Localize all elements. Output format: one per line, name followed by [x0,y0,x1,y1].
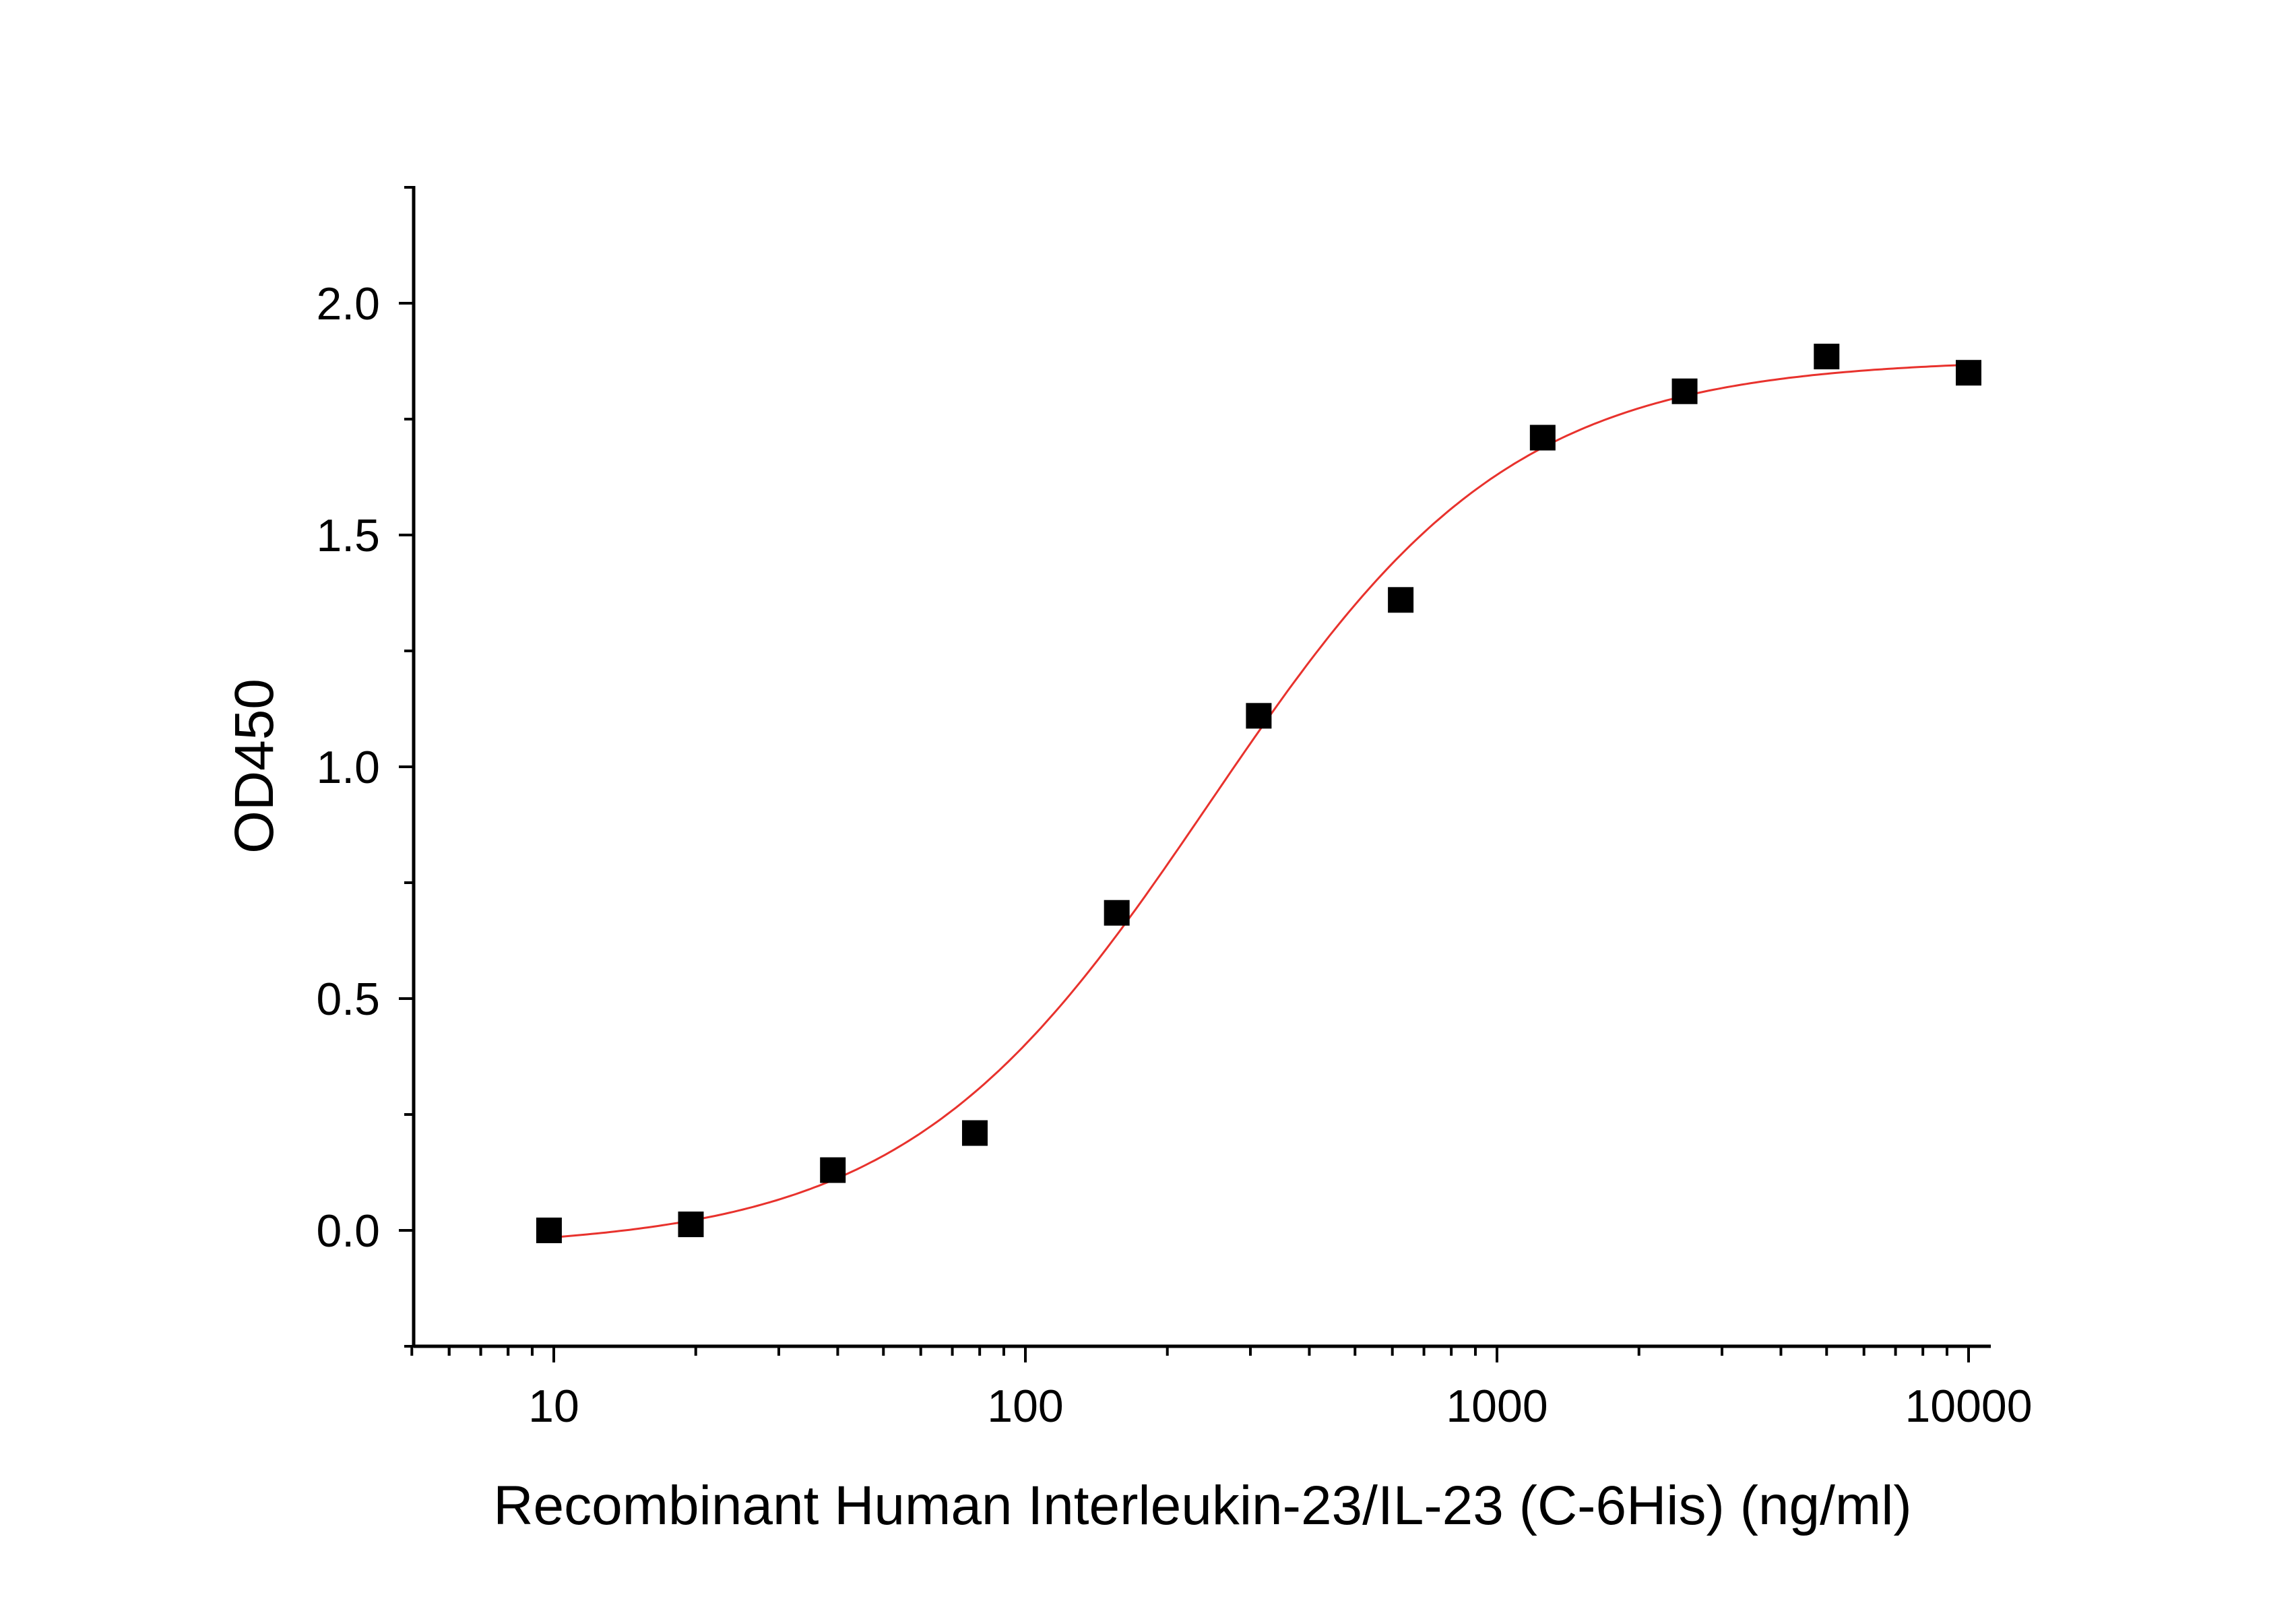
x-tick-label: 10 [528,1381,579,1432]
data-point [820,1157,846,1183]
fit-curve [548,363,1969,1239]
data-point [1956,360,1981,386]
y-axis-ticks: 0.0 0.5 1.0 1.5 2.0 [316,186,414,1348]
x-axis-title: Recombinant Human Interleukin-23/IL-23 (… [493,1475,1911,1536]
y-tick-label: 1.0 [316,742,380,793]
x-tick-label: 100 [987,1381,1063,1432]
fit-curve-layer [548,363,1969,1239]
data-point [1104,900,1130,926]
data-point [678,1212,704,1238]
data-point [536,1218,562,1243]
data-point [1814,344,1840,370]
y-tick-label: 2.0 [316,278,380,329]
x-axis-ticks: 10 100 1000 10000 [410,1346,2033,1432]
data-point [1388,587,1414,613]
data-point [1529,425,1556,451]
data-points [536,344,1981,1243]
y-tick-label: 1.5 [316,510,380,561]
x-tick-label: 1000 [1446,1381,1548,1432]
plot-area: 0.0 0.5 1.0 1.5 2.0 10 100 1000 10000 [316,186,2033,1432]
data-point [1246,703,1272,729]
data-point [961,1120,988,1146]
y-tick-label: 0.5 [316,974,380,1025]
x-tick-label: 10000 [1905,1381,2032,1432]
y-axis-title: OD450 [224,679,285,854]
y-tick-label: 0.0 [316,1205,380,1257]
data-point [1671,378,1698,404]
